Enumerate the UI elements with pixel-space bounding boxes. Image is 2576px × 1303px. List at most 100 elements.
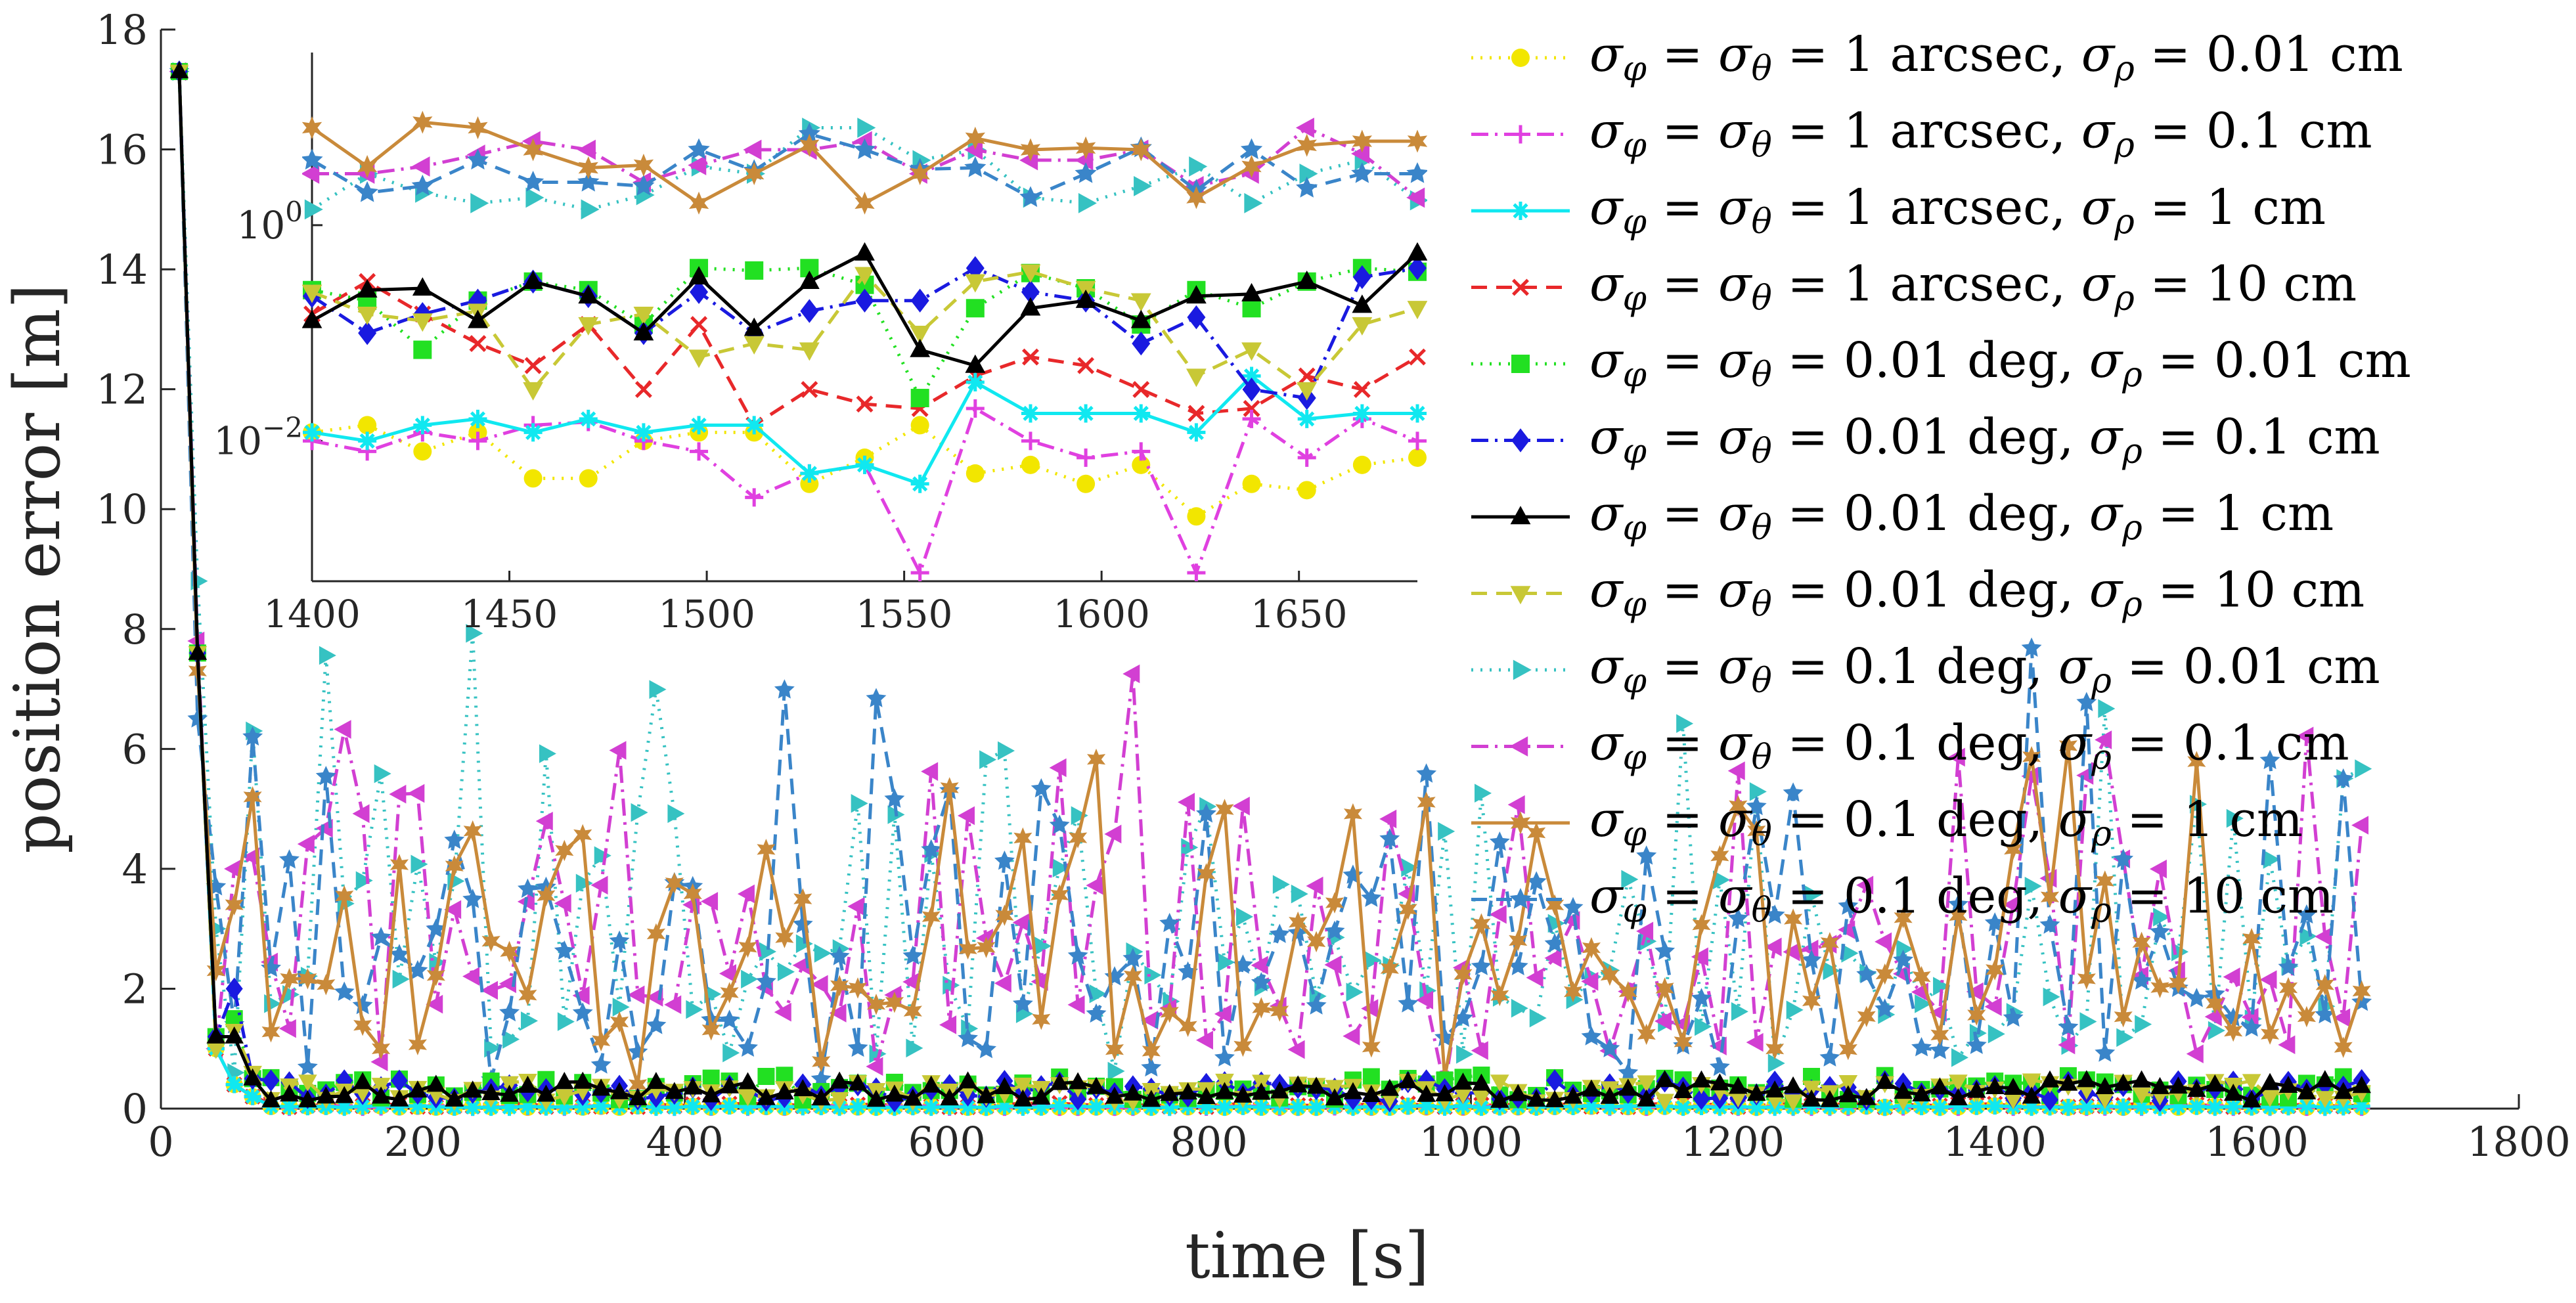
data-point <box>225 977 243 1000</box>
data-point <box>412 313 433 332</box>
data-point <box>319 646 336 665</box>
data-point <box>1801 949 1822 969</box>
data-point <box>2024 877 2042 896</box>
data-point <box>357 307 378 326</box>
data-point <box>1075 289 1096 308</box>
data-point <box>1984 997 2002 1017</box>
data-point <box>1511 125 1530 144</box>
data-point <box>1637 1075 1656 1093</box>
data-point <box>1241 155 1262 178</box>
data-point <box>1104 824 1122 844</box>
data-point <box>2003 895 2020 914</box>
data-point <box>1765 1080 1785 1098</box>
data-point <box>2298 1097 2315 1115</box>
data-point <box>690 280 709 304</box>
data-point <box>855 288 874 313</box>
data-point <box>1930 1024 1949 1046</box>
data-point <box>1438 822 1455 841</box>
data-point <box>665 1099 683 1116</box>
data-point <box>1526 968 1543 987</box>
data-point <box>590 875 608 895</box>
data-point <box>910 416 929 435</box>
data-point <box>468 409 487 428</box>
data-point <box>1291 884 1308 904</box>
x-tick-label: 200 <box>384 1118 462 1166</box>
data-point <box>518 984 537 1006</box>
data-point <box>573 824 592 846</box>
data-point <box>2041 1088 2058 1111</box>
data-point <box>1142 1099 1160 1116</box>
data-point <box>2132 1070 2151 1088</box>
data-point <box>389 944 410 963</box>
data-point <box>2260 1090 2280 1107</box>
data-point <box>1242 299 1261 318</box>
data-point <box>1856 963 1877 984</box>
legend-entry: σφ = σθ = 0.1 deg, σρ = 10 cm <box>1471 868 2334 931</box>
x-tick-label: 1400 <box>1943 1118 2047 1166</box>
data-point <box>1122 664 1140 684</box>
data-point <box>466 624 483 643</box>
data-point <box>444 829 465 849</box>
data-point <box>1582 1079 1601 1097</box>
data-point <box>499 974 516 994</box>
legend-entry: σφ = σθ = 0.01 deg, σρ = 0.1 cm <box>1471 409 2380 472</box>
data-point <box>353 1072 372 1090</box>
data-point <box>1819 1047 1840 1067</box>
data-point <box>2206 1099 2224 1116</box>
data-point <box>1270 1081 1289 1099</box>
data-point <box>1014 1098 1032 1116</box>
inset-x-tick-label: 1450 <box>461 592 558 636</box>
data-point <box>1636 845 1657 865</box>
y-tick-label: 16 <box>96 126 148 174</box>
data-point <box>2058 735 2077 757</box>
inset-x-tick-label: 1650 <box>1251 592 1348 636</box>
data-point <box>757 839 776 860</box>
data-point <box>1581 971 1599 991</box>
data-point <box>1398 1071 1418 1088</box>
data-point <box>2333 768 2354 788</box>
data-point <box>2263 850 2280 869</box>
data-point <box>2095 730 2112 749</box>
data-point <box>633 307 654 326</box>
data-point <box>374 764 391 784</box>
data-point <box>609 741 627 760</box>
data-point <box>590 1054 611 1074</box>
data-point <box>1306 876 1323 896</box>
data-point <box>665 872 684 894</box>
data-point <box>1067 945 1088 965</box>
data-point <box>1159 912 1180 933</box>
data-point <box>756 971 776 990</box>
data-point <box>1297 270 1318 289</box>
legend-label: σφ = σθ = 1 arcsec, σρ = 0.1 cm <box>1589 103 2372 166</box>
data-point <box>2153 908 2171 927</box>
data-point <box>979 750 997 769</box>
data-point <box>774 679 795 699</box>
data-point <box>688 266 709 285</box>
data-point <box>744 317 765 336</box>
data-point <box>1875 963 1894 985</box>
data-point <box>1188 405 1205 422</box>
data-point <box>358 416 377 435</box>
y-tick-label: 18 <box>96 6 148 54</box>
data-point <box>1077 357 1095 374</box>
x-tick-label: 600 <box>908 1118 985 1166</box>
data-point <box>2135 1015 2152 1034</box>
data-point <box>1618 1078 1638 1096</box>
data-point <box>1252 1082 1271 1100</box>
data-point <box>1013 1089 1033 1107</box>
data-point <box>1417 1084 1436 1102</box>
data-point <box>279 849 300 869</box>
data-point <box>2113 849 2134 868</box>
data-point <box>444 900 462 919</box>
data-point <box>1089 984 1107 1004</box>
data-point <box>225 1026 244 1044</box>
data-point <box>686 1000 703 1019</box>
data-point <box>1408 431 1427 451</box>
data-point <box>304 199 323 220</box>
data-point <box>1509 736 1528 757</box>
data-point <box>612 998 630 1017</box>
data-point <box>1930 1040 1950 1059</box>
data-point <box>2204 1007 2222 1027</box>
data-point <box>2223 967 2240 986</box>
data-point <box>1178 793 1195 812</box>
